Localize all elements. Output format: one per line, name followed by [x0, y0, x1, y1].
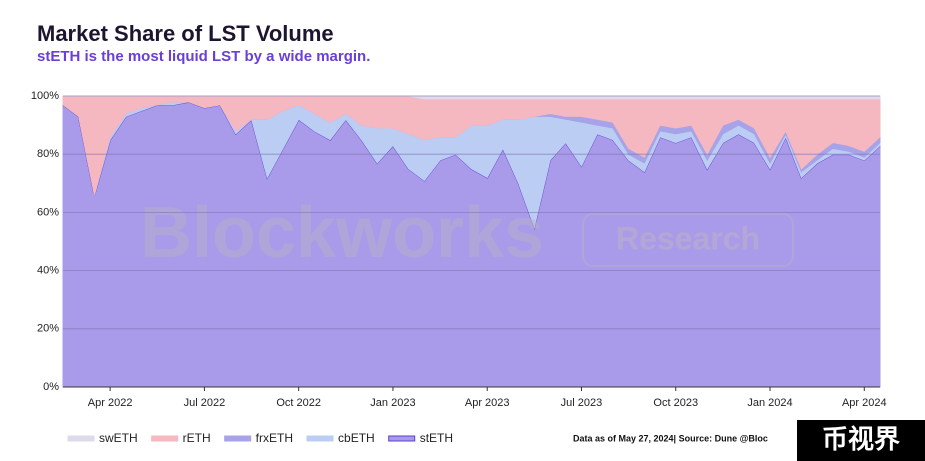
- y-tick-label: 80%: [37, 148, 59, 160]
- x-tick-label: Apr 2023: [465, 397, 510, 409]
- watermark-box: [582, 213, 794, 267]
- x-tick-label: Apr 2024: [842, 397, 887, 409]
- legend-swatch: [388, 435, 416, 442]
- plot-area: [62, 95, 881, 388]
- y-tick-label: 60%: [37, 206, 59, 218]
- x-tick-label: Jul 2023: [561, 397, 603, 409]
- source-note: Data as of May 27, 2024| Source: Dune @B…: [573, 433, 768, 443]
- legend-swatch: [151, 435, 179, 442]
- legend-swatch: [224, 435, 252, 442]
- x-tick-label: Oct 2022: [276, 397, 321, 409]
- legend-label: swETH: [99, 431, 138, 445]
- y-tick-label: 20%: [37, 323, 59, 335]
- legend-label: frxETH: [256, 431, 293, 445]
- x-tick-label: Oct 2023: [653, 397, 698, 409]
- watermark: Blockworks: [140, 193, 544, 273]
- legend-swatch: [306, 435, 334, 442]
- watermark: Research: [616, 220, 760, 256]
- legend-label: cbETH: [338, 431, 375, 445]
- legend-swatch: [67, 435, 95, 442]
- x-tick-label: Jan 2024: [747, 397, 792, 409]
- y-tick-label: 100%: [31, 90, 59, 102]
- y-tick-label: 0%: [43, 381, 59, 393]
- badge: 币视界: [822, 424, 900, 454]
- badge-bg: [797, 420, 925, 461]
- legend-label: stETH: [420, 431, 453, 445]
- chart-title: Market Share of LST Volume: [37, 21, 334, 46]
- x-tick-label: Apr 2022: [88, 397, 133, 409]
- chart-subtitle: stETH is the most liquid LST by a wide m…: [37, 48, 370, 65]
- x-tick-label: Jan 2023: [370, 397, 415, 409]
- legend-label: rETH: [183, 431, 211, 445]
- y-tick-label: 40%: [37, 265, 59, 277]
- x-tick-label: Jul 2022: [184, 397, 226, 409]
